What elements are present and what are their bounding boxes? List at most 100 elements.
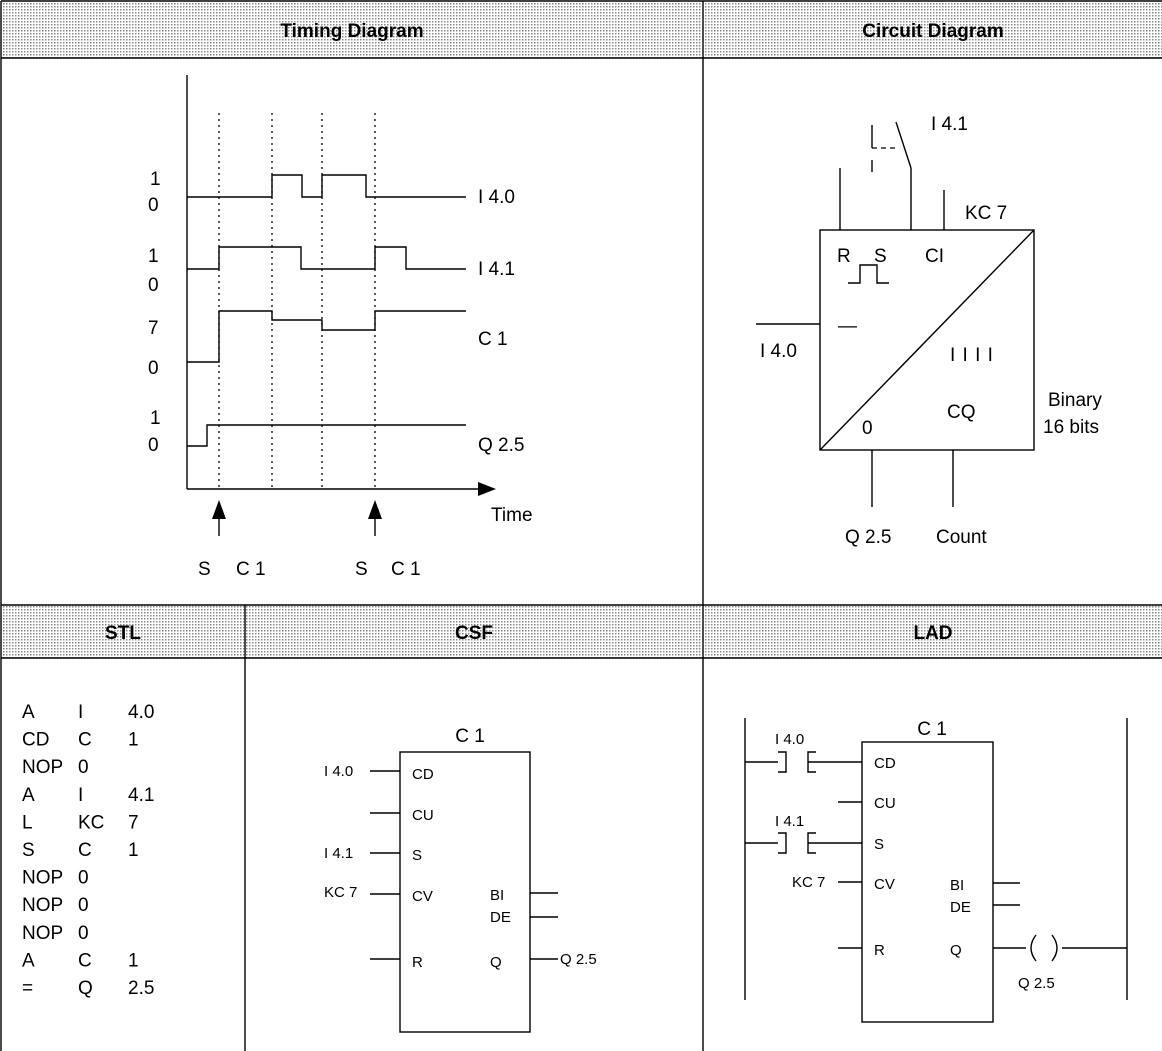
timing-header-bg (2, 2, 702, 58)
csf-out-q: Q 2.5 (560, 951, 597, 968)
stl-operand: C (78, 730, 92, 751)
lad-pin-q: Q (950, 942, 962, 959)
lad-contact1-left (778, 751, 787, 773)
time-label: Time (491, 505, 533, 526)
stl-param: 4.1 (128, 785, 154, 806)
binary-label: Binary (1048, 390, 1102, 411)
reset-label: R (837, 246, 851, 267)
lad-diagram: C 1 I 4.0 CD CU I 4.1 S KC 7 CV R BI DE … (744, 718, 1128, 1023)
signal-q25-trace (187, 424, 466, 447)
csf-pin-cv: CV (412, 888, 433, 905)
timing-diagram: Time 1 0 I 4.0 1 0 I 4.1 7 0 C 1 1 0 Q 2… (148, 75, 533, 580)
set-marker-arrow-1 (212, 500, 226, 519)
signal-c1-high: 7 (148, 318, 159, 339)
marker1-s: S (198, 559, 211, 580)
marker2-s: S (355, 559, 368, 580)
lad-kc-label: KC 7 (792, 874, 825, 891)
marker2-c: C 1 (391, 559, 421, 580)
lad-pin-de: DE (950, 899, 971, 916)
signal-i40-high: 1 (150, 169, 161, 190)
signal-i41-trace (187, 246, 466, 270)
signal-i40-name: I 4.0 (478, 187, 515, 208)
set-marker-arrow-2 (368, 500, 382, 519)
stl-operand: C (78, 950, 92, 971)
stl-op: = (22, 978, 33, 999)
count-output-label: Count (936, 527, 987, 548)
stl-operand: I (78, 785, 83, 806)
stl-operand: 0 (78, 757, 89, 778)
stl-operand: 0 (78, 868, 89, 889)
lad-block-name: C 1 (917, 719, 947, 740)
stl-op: L (22, 812, 33, 833)
csf-diagram: C 1 I 4.0 CD CU I 4.1 S KC 7 CV R BI DE … (324, 726, 597, 1033)
ci-label: CI (925, 246, 944, 267)
bits-label: 16 bits (1043, 417, 1099, 438)
lad-contact2-label: I 4.1 (775, 813, 804, 830)
stl-operand: I (78, 702, 83, 723)
csf-in-cd: I 4.0 (324, 763, 353, 780)
stl-op: CD (22, 730, 49, 751)
stl-operand: Q (78, 978, 93, 999)
csf-block (399, 751, 531, 1033)
circuit-header-bg (704, 2, 1162, 58)
csf-header-bg (246, 606, 702, 658)
stl-op: NOP (22, 868, 63, 889)
signal-q25-low: 0 (148, 435, 159, 456)
lad-pin-r: R (874, 942, 885, 959)
csf-pin-cu: CU (412, 807, 434, 824)
signal-i40-low: 0 (148, 195, 159, 216)
stl-op: NOP (22, 895, 63, 916)
stl-op: NOP (22, 757, 63, 778)
time-arrow-head (478, 482, 496, 496)
stl-operand: 0 (78, 895, 89, 916)
stl-param: 2.5 (128, 978, 154, 999)
stl-op: A (22, 785, 35, 806)
csf-pin-s: S (412, 847, 422, 864)
lad-coil-right (1051, 934, 1058, 962)
signal-c1-name: C 1 (478, 329, 508, 350)
lad-coil-label: Q 2.5 (1018, 975, 1055, 992)
lad-header-bg (704, 606, 1162, 658)
stl-header-bg (2, 606, 244, 658)
down-input-label: I 4.0 (760, 341, 797, 362)
switch-label: I 4.1 (931, 114, 968, 135)
stl-operand: C (78, 840, 92, 861)
set-label: S (874, 246, 887, 267)
switch-contact (895, 121, 912, 169)
stl-param: 1 (128, 730, 139, 751)
lad-contact2-left (778, 832, 787, 854)
stl-operand: 0 (78, 923, 89, 944)
stl-op: NOP (22, 923, 63, 944)
csf-pin-cd: CD (412, 766, 434, 783)
csf-in-s: I 4.1 (324, 845, 353, 862)
lad-pin-bi: BI (950, 877, 964, 894)
lad-pin-cv: CV (874, 876, 895, 893)
signal-i40-trace (187, 174, 466, 198)
cq-label: CQ (947, 402, 976, 423)
stl-op: A (22, 950, 35, 971)
lad-header: LAD (913, 623, 952, 644)
signal-c1-trace (187, 310, 466, 363)
signal-i41-name: I 4.1 (478, 259, 515, 280)
stl-param: 7 (128, 812, 139, 833)
csf-header: CSF (455, 623, 493, 644)
zero-label: 0 (862, 418, 873, 439)
stl-param: 4.0 (128, 702, 154, 723)
count-symbol: I I I I (950, 345, 994, 366)
circuit-header: Circuit Diagram (862, 21, 1003, 42)
counter-box (819, 229, 1035, 451)
csf-pin-r: R (412, 954, 423, 971)
kc-label: KC 7 (965, 203, 1007, 224)
lad-contact1-label: I 4.0 (775, 731, 804, 748)
timing-header: Timing Diagram (280, 21, 423, 42)
stl-list: A I 4.0 CD C 1 NOP 0 A I 4.1 L KC 7 S C 1 NOP 0 NOP 0 NOP 0 A C 1… (22, 702, 154, 999)
stl-param: 1 (128, 840, 139, 861)
signal-q25-high: 1 (150, 408, 161, 429)
set-pulse-symbol (848, 264, 889, 284)
csf-block-name: C 1 (455, 726, 485, 747)
signal-c1-low: 0 (148, 358, 159, 379)
stl-op: S (22, 840, 35, 861)
